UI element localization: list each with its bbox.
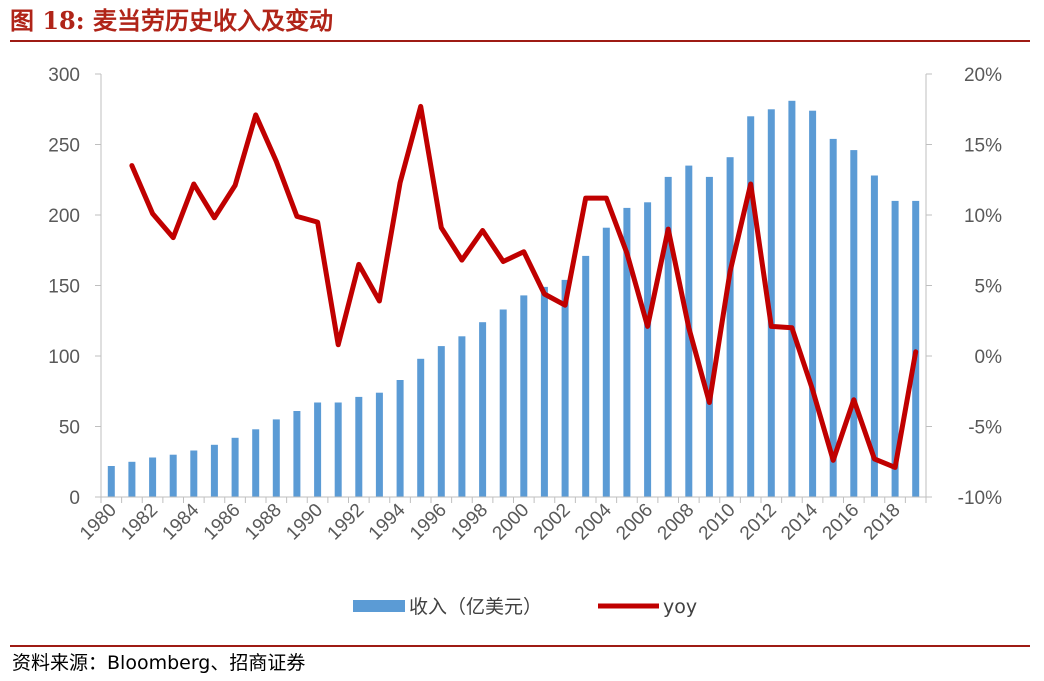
bar-1996 [437, 346, 445, 497]
bar-2018 [891, 200, 899, 497]
x-tick-label: 2006 [612, 500, 657, 545]
bar-1981 [128, 461, 136, 498]
bar-2014 [809, 110, 817, 497]
bar-2005 [623, 207, 631, 497]
bar-2000 [520, 295, 528, 497]
bar-1997 [458, 336, 466, 497]
legend: 收入（亿美元） yoy [353, 596, 697, 618]
bar-1987 [252, 429, 260, 497]
bar-2002 [561, 279, 569, 497]
right-tick-label: 15% [964, 136, 1002, 157]
bar-1990 [314, 402, 322, 497]
bar-2003 [582, 255, 590, 497]
x-tick-label: 2004 [571, 499, 616, 544]
right-tick-label: -5% [968, 418, 1002, 439]
bar-1991 [334, 402, 342, 497]
x-tick-label: 2000 [489, 500, 534, 545]
right-tick-label: 20% [964, 65, 1002, 86]
legend-line-label: yoy [663, 596, 697, 618]
bar-1998 [479, 322, 487, 497]
x-tick-label: 1980 [76, 500, 121, 545]
title-rule [10, 40, 1030, 42]
source-rule [10, 645, 1030, 647]
axes [95, 73, 932, 503]
bar-2010 [726, 157, 734, 497]
bar-2009 [705, 176, 713, 497]
bar-series [107, 100, 920, 498]
x-tick-label: 1996 [406, 500, 451, 545]
bar-1985 [210, 444, 218, 497]
x-tick-label: 1984 [159, 499, 204, 544]
x-tick-label: 1998 [447, 500, 492, 545]
yoy-line-series [129, 103, 919, 470]
x-tick-label: 2012 [736, 500, 781, 545]
bar-2012 [767, 109, 775, 498]
bar-2011 [747, 116, 755, 498]
x-tick-label: 1988 [241, 500, 286, 545]
yoy-line [129, 103, 919, 470]
right-tick-label: -10% [958, 488, 1002, 509]
x-tick-label: 1994 [365, 499, 410, 544]
bar-1980 [107, 466, 115, 497]
x-tick-label: 2018 [860, 500, 905, 545]
right-tick-label: 0% [975, 347, 1003, 368]
bar-2004 [602, 227, 610, 497]
bar-1993 [375, 392, 383, 497]
left-tick-label: 300 [48, 65, 80, 86]
source-note: 资料来源：Bloomberg、招商证券 [12, 652, 306, 674]
figure-title: 图 18: 麦当劳历史收入及变动 [10, 6, 333, 35]
bar-2019 [912, 200, 920, 497]
x-tick-label: 1990 [282, 500, 327, 545]
left-tick-label: 250 [48, 136, 80, 157]
bar-2007 [664, 176, 672, 497]
x-tick-label: 1982 [117, 500, 162, 545]
bar-2016 [850, 150, 858, 497]
bar-1999 [499, 309, 507, 497]
bar-2013 [788, 100, 796, 498]
x-tick-label: 2008 [654, 500, 699, 545]
bar-1989 [293, 411, 301, 497]
bar-1986 [231, 437, 239, 497]
bar-1983 [169, 454, 177, 497]
left-tick-label: 50 [59, 418, 80, 439]
bar-2017 [870, 175, 878, 497]
bar-1995 [417, 358, 425, 497]
left-tick-label: 100 [48, 347, 80, 368]
x-tick-label: 2016 [819, 500, 864, 545]
bar-1982 [149, 457, 157, 497]
x-axis-ticks: 1980198219841986198819901992199419961998… [76, 499, 904, 544]
bar-1992 [355, 396, 363, 497]
bar-1994 [396, 380, 404, 497]
left-tick-label: 200 [48, 206, 80, 227]
bar-2006 [644, 202, 652, 498]
left-axis-ticks: 0 50 100 150 200 250 300 [48, 65, 80, 509]
bar-2001 [540, 286, 548, 497]
right-tick-label: 5% [975, 277, 1003, 298]
bar-2015 [829, 138, 837, 497]
bar-1988 [272, 419, 280, 497]
right-axis-ticks: -10% -5% 0% 5% 10% 15% 20% [958, 65, 1002, 509]
legend-bar-label: 收入（亿美元） [409, 596, 542, 618]
left-tick-label: 150 [48, 277, 80, 298]
x-tick-label: 2014 [777, 499, 822, 544]
bar-1984 [190, 450, 198, 497]
left-tick-label: 0 [69, 488, 80, 509]
x-tick-label: 2002 [530, 500, 575, 545]
x-tick-label: 1992 [324, 500, 369, 545]
legend-bar-swatch [353, 600, 405, 612]
right-tick-label: 10% [964, 206, 1002, 227]
x-tick-label: 2010 [695, 500, 740, 545]
x-tick-label: 1986 [200, 500, 245, 545]
